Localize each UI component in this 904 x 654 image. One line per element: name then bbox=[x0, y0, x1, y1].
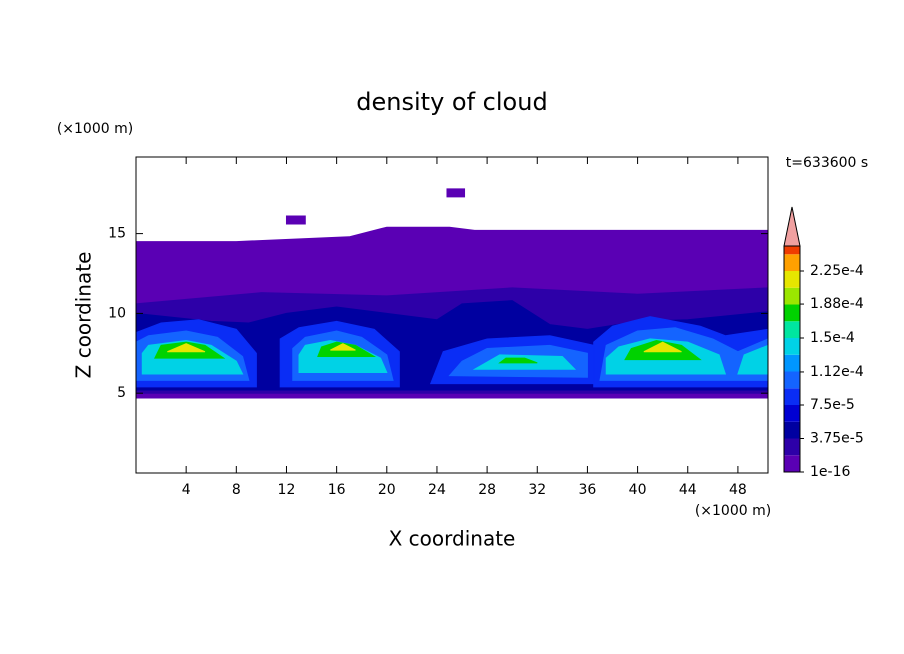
x-tick-label: 32 bbox=[528, 482, 546, 498]
colorbar-tick-label: 1.88e-4 bbox=[810, 296, 864, 312]
contour-field bbox=[135, 188, 769, 399]
x-unit: (×1000 m) bbox=[695, 503, 771, 519]
x-tick-label: 8 bbox=[232, 482, 241, 498]
colorbar-tick-label: 3.75e-5 bbox=[810, 431, 864, 447]
x-tick-label: 28 bbox=[478, 482, 496, 498]
x-tick-label: 4 bbox=[182, 482, 191, 498]
colorbar-tick-label: 1.12e-4 bbox=[810, 364, 864, 380]
x-tick-label: 40 bbox=[629, 482, 647, 498]
colorbar-band bbox=[784, 246, 800, 255]
colorbar-extend bbox=[783, 206, 801, 247]
colorbar-band bbox=[784, 455, 800, 472]
colorbar-tick-label: 2.25e-4 bbox=[810, 263, 864, 279]
y-tick-label: 15 bbox=[108, 226, 126, 242]
colorbar-band bbox=[784, 438, 800, 456]
contour-region bbox=[498, 357, 538, 364]
colorbar-band bbox=[784, 421, 800, 439]
y-tick-label: 5 bbox=[117, 385, 126, 401]
colorbar-band bbox=[784, 338, 800, 355]
colorbar-tick-label: 1e-16 bbox=[810, 464, 850, 480]
contour-region bbox=[167, 343, 206, 353]
x-tick-label: 36 bbox=[579, 482, 597, 498]
colorbar-frame bbox=[783, 245, 801, 473]
contour-region bbox=[446, 188, 466, 198]
colorbar-band bbox=[784, 405, 800, 422]
x-tick-label: 44 bbox=[679, 482, 697, 498]
y-axis-label: Z coordinate bbox=[72, 252, 96, 379]
colorbar-band bbox=[784, 304, 800, 322]
colorbar-band bbox=[784, 254, 800, 272]
colorbar-band bbox=[784, 321, 800, 339]
plot-frame bbox=[135, 156, 769, 474]
colorbar-tick-label: 1.5e-4 bbox=[810, 330, 855, 346]
colorbar-band bbox=[784, 271, 800, 288]
x-tick-label: 12 bbox=[278, 482, 296, 498]
x-tick-label: 20 bbox=[378, 482, 396, 498]
y-unit: (×1000 m) bbox=[57, 121, 133, 137]
x-axis-label: X coordinate bbox=[389, 527, 516, 551]
colorbar-band bbox=[784, 371, 800, 389]
colorbar-band bbox=[784, 388, 800, 406]
x-tick-label: 24 bbox=[428, 482, 446, 498]
y-tick-label: 10 bbox=[108, 305, 126, 321]
x-tick-label: 16 bbox=[328, 482, 346, 498]
chart-title: density of cloud bbox=[356, 88, 547, 116]
contour-region bbox=[643, 341, 682, 353]
colorbar-band bbox=[784, 354, 800, 372]
x-tick-label: 48 bbox=[729, 482, 747, 498]
contour-region bbox=[285, 215, 306, 225]
colorbar-tick-label: 7.5e-5 bbox=[810, 397, 855, 413]
contour-region bbox=[330, 343, 356, 351]
colorbar-band bbox=[784, 287, 800, 305]
time-annotation: t=633600 s bbox=[786, 155, 868, 171]
